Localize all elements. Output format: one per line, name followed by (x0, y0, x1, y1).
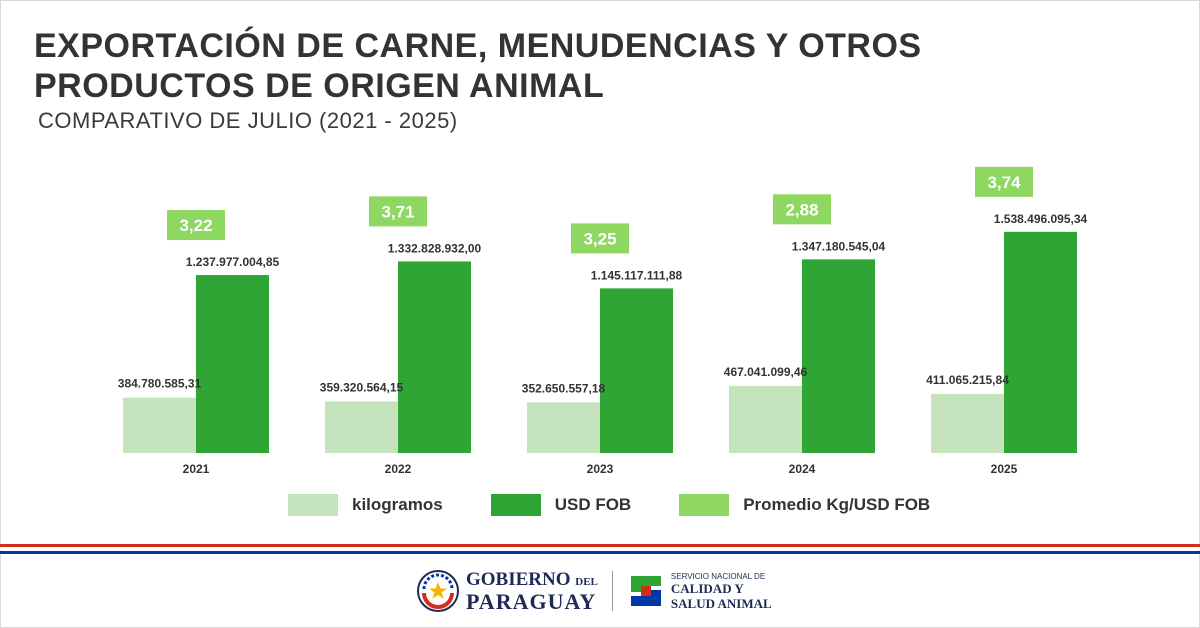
bar-chart: 384.780.585,31 1.237.977.004,85 3,22 2021 35… (118, 166, 1088, 476)
legend-swatch-promedio (679, 494, 730, 516)
label-promedio-2025: 3,74 (987, 173, 1021, 192)
chart-title: EXPORTACIÓN DE CARNE, MENUDENCIAS Y OTRO… (34, 26, 922, 106)
legend-label-kilogramos: kilogramos (352, 495, 443, 514)
senacsa-line-2: CALIDAD Y (670, 580, 744, 596)
label-usd-fob-2024: 1.347.180.545,04 (792, 239, 886, 253)
legend-swatch-usd-fob (490, 494, 541, 516)
badge-promedio-2022 (369, 196, 427, 227)
tick-label-2022: 2022 (385, 462, 412, 476)
senacsa-line-3: SALUD ANIMAL (670, 595, 772, 611)
footer-logos: GOBIERNO DEL PARAGUAY SERVICIO NACIONAL … (416, 568, 772, 614)
label-promedio-2021: 3,22 (179, 216, 212, 235)
logo-divider (611, 571, 613, 611)
bar-kilogramos-2022 (325, 401, 398, 453)
gobierno-del-paraguay-logo: GOBIERNO DEL PARAGUAY (466, 569, 598, 614)
badge-promedio-2024 (773, 194, 831, 225)
label-usd-fob-2023: 1.145.117.111,88 (591, 268, 683, 282)
label-kilogramos-2021: 384.780.585,31 (118, 377, 202, 391)
legend-item-usd-fob: USD FOB (490, 494, 632, 516)
label-usd-fob-2022: 1.332.828.932,00 (388, 241, 482, 255)
tick-label-2025: 2025 (991, 462, 1018, 476)
label-kilogramos-2022: 359.320.564,15 (320, 380, 404, 394)
senacsa-line-1: SERVICIO NACIONAL DE (670, 571, 766, 581)
label-usd-fob-2025: 1.538.496.095,34 (994, 212, 1088, 226)
legend-label-usd-fob: USD FOB (554, 495, 632, 514)
tick-label-2024: 2024 (789, 462, 816, 476)
bar-usd-fob-2023 (600, 288, 673, 453)
tick-label-2023: 2023 (587, 462, 614, 476)
gov-del: DEL (575, 576, 598, 588)
legend-item-kilogramos: kilogramos (288, 494, 443, 516)
bar-usd-fob-2025 (1004, 231, 1077, 453)
label-kilogramos-2025: 411.065.215,84 (926, 373, 1009, 387)
bar-usd-fob-2021 (196, 275, 269, 453)
bar-usd-fob-2022 (398, 261, 471, 453)
label-kilogramos-2024: 467.041.099,46 (724, 365, 808, 379)
badge-promedio-2025 (975, 166, 1033, 197)
legend-label-promedio: Promedio Kg/USD FOB (743, 495, 931, 514)
bar-kilogramos-2023 (527, 402, 600, 453)
senacsa-text-logo: SERVICIO NACIONAL DE CALIDAD Y SALUD ANI… (671, 572, 772, 611)
flag-stripe-blue (0, 551, 1200, 554)
bar-kilogramos-2024 (729, 385, 802, 453)
bar-kilogramos-2021 (123, 397, 196, 453)
label-promedio-2022: 3,71 (381, 202, 414, 221)
bar-kilogramos-2025 (931, 393, 1004, 453)
label-kilogramos-2023: 352.650.557,18 (522, 381, 606, 395)
chart-subtitle: COMPARATIVO DE JULIO (2021 - 2025) (38, 108, 458, 133)
label-promedio-2023: 3,25 (583, 229, 616, 248)
badge-promedio-2021 (167, 210, 225, 241)
flag-stripe-red (0, 544, 1200, 547)
chart-legend: kilogramos USD FOB Promedio Kg/USD FOB (288, 494, 978, 516)
paraguay-seal-icon (417, 570, 459, 612)
legend-item-promedio: Promedio Kg/USD FOB (679, 494, 930, 516)
gov-line-2: PARAGUAY (466, 589, 597, 614)
tick-label-2021: 2021 (183, 462, 210, 476)
senacsa-logo-icon (630, 576, 661, 606)
gov-line-1: GOBIERNO (466, 569, 571, 590)
flag-stripe-white (0, 547, 1200, 550)
label-promedio-2024: 2,88 (785, 200, 818, 219)
label-usd-fob-2021: 1.237.977.004,85 (186, 255, 280, 269)
legend-swatch-kilogramos (288, 494, 338, 516)
title-line-2: PRODUCTOS DE ORIGEN ANIMAL (34, 67, 605, 105)
bar-usd-fob-2024 (802, 259, 875, 453)
badge-promedio-2023 (571, 223, 629, 254)
title-line-1: EXPORTACIÓN DE CARNE, MENUDENCIAS Y OTRO… (34, 27, 922, 65)
